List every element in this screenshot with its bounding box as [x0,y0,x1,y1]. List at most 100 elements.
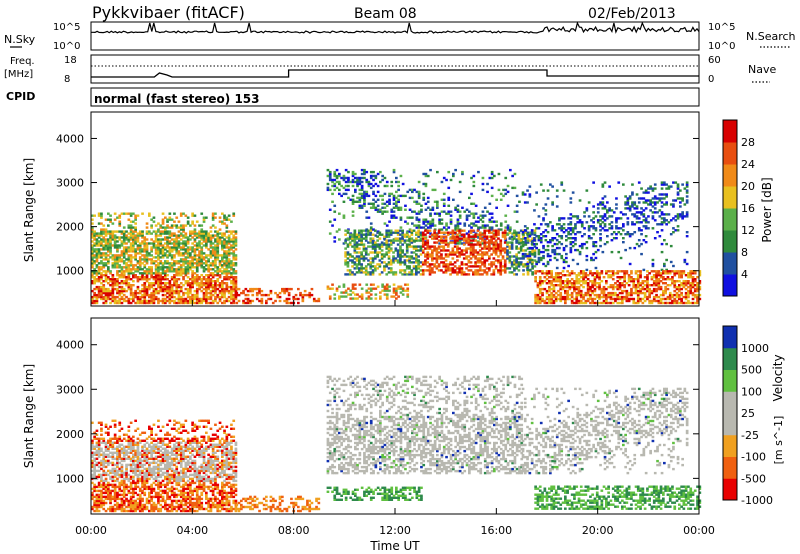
scatter-cell [593,282,597,285]
scatter-cell [255,297,259,301]
scatter-cell [499,261,503,264]
scatter-cell [651,227,655,230]
scatter-cell [554,272,558,275]
scatter-cell [595,274,599,277]
scatter-cell [134,254,137,257]
scatter-cell [567,227,570,230]
scatter-cell [104,258,108,261]
scatter-cell [364,269,368,272]
scatter-cell [132,226,135,229]
scatter-cell [177,272,181,275]
scatter-cell [364,239,368,242]
scatter-cell [523,193,527,196]
scatter-cell [360,255,363,258]
scatter-cell [225,284,229,287]
scatter-cell [102,254,106,257]
scatter-cell [433,231,436,234]
scatter-cell [458,231,461,234]
scatter-cell [478,257,482,260]
scatter-cell [399,249,402,252]
scatter-cell [177,291,181,295]
scatter-cell [221,240,224,243]
scatter-cell [107,282,110,285]
scatter-cell [598,278,601,281]
scatter-cell [508,257,512,260]
scatter-cell [552,276,556,279]
scatter-cell [125,252,128,255]
scatter-cell [104,254,108,257]
scatter-cell [223,262,226,265]
scatter-cell [536,284,540,287]
scatter-cell [550,284,553,287]
scatter-cell [663,203,666,206]
scatter-cell [456,242,460,245]
scatter-cell [170,266,174,269]
scatter-cell [561,287,565,291]
scatter-cell [134,248,137,251]
scatter-cell [152,278,156,281]
scatter-cell [517,235,521,238]
scatter-cell [122,240,126,243]
scatter-cell [421,243,425,246]
scatter-cell [676,187,680,190]
scatter-cell [369,226,373,229]
scatter-cell [111,297,115,301]
scatter-cell [214,230,217,233]
scatter-cell [358,200,362,203]
scatter-cell [618,284,622,287]
scatter-cell [138,272,142,275]
scatter-cell [351,180,355,184]
scatter-cell [230,285,233,289]
scatter-cell [616,285,620,289]
scatter-cell [193,262,197,265]
scatter-cell [116,248,119,251]
scatter-cell [182,260,185,263]
scatter-cell [388,194,391,198]
scatter-cell [157,278,160,281]
scatter-cell [603,223,607,226]
scatter-cell [328,287,332,290]
scatter-cell [157,268,160,271]
scatter-cell [481,251,484,254]
scatter-cell [168,282,172,285]
scatter-cell [136,234,140,237]
scatter-cell [519,261,523,264]
scatter-cell [452,174,455,178]
scatter-cell [118,216,122,219]
scatter-cell [483,226,487,229]
scatter-cell [211,276,215,279]
scatter-cell [109,284,112,287]
scatter-cell [490,226,494,229]
scatter-cell [523,237,527,240]
scatter-cell [408,235,411,238]
scatter-cell [437,269,441,272]
scatter-cell [623,297,626,301]
scatter-cell [419,273,423,276]
scatter-cell [152,291,156,295]
scatter-cell [628,235,632,238]
scatter-cell [565,235,568,238]
scatter-cell [161,222,165,225]
scatter-cell [634,287,638,291]
scatter-cell [545,291,549,295]
scatter-cell [218,238,222,241]
scatter-cell [444,269,448,272]
scatter-cell [205,291,208,295]
scatter-cell [481,247,484,250]
scatter-cell [508,231,512,234]
scatter-cell [109,250,112,253]
scatter-cell [651,217,655,220]
scatter-cell [344,239,347,242]
scatter-cell [554,280,558,283]
scatter-cell [404,220,407,223]
scatter-cell [91,246,94,249]
scatter-cell [118,236,122,239]
scatter-cell [372,228,375,231]
scatter-cell [354,293,357,296]
scatter-cell [596,219,600,222]
scatter-cell [344,176,348,180]
scatter-cell [363,176,366,180]
scatter-cell [310,293,314,297]
scatter-cell [557,280,560,283]
scatter-cell [663,197,666,200]
